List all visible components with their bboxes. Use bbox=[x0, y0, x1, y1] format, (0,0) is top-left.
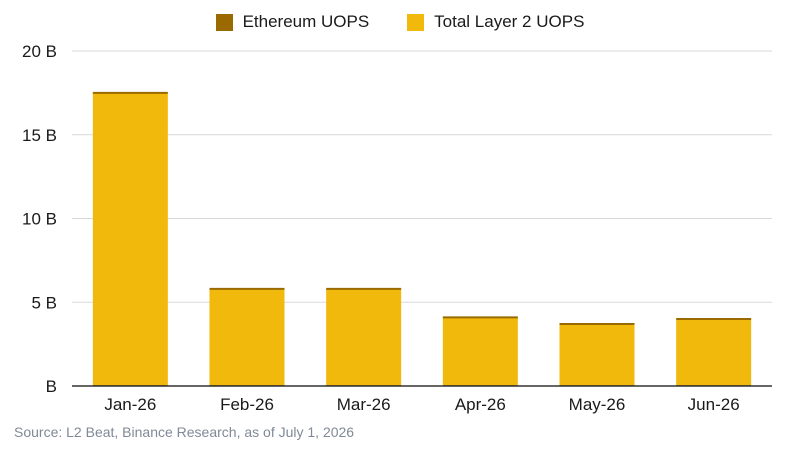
legend-swatch-total-layer-2-uops bbox=[407, 13, 425, 31]
bar-apr-26-total-layer-2-uops[interactable] bbox=[442, 317, 518, 385]
x-tick-label: Apr-26 bbox=[455, 395, 506, 414]
x-axis: Jan-26 Feb-26 Mar-26 Apr-26 May-26 Jun-26 bbox=[72, 385, 772, 414]
legend-item-total-layer-2-uops[interactable]: Total Layer 2 UOPS bbox=[407, 12, 584, 32]
gridlines bbox=[72, 50, 772, 303]
x-tick-label: Feb-26 bbox=[220, 395, 274, 414]
bars bbox=[92, 91, 752, 386]
legend-label-total-layer-2-uops: Total Layer 2 UOPS bbox=[434, 12, 585, 31]
bar-may-26-total-layer-2-uops[interactable] bbox=[559, 324, 635, 385]
x-tick-label: Jan-26 bbox=[104, 395, 156, 414]
legend-item-ethereum-uops[interactable]: Ethereum UOPS bbox=[215, 12, 370, 32]
legend-swatch-ethereum-uops bbox=[215, 13, 233, 31]
y-tick-label: 5 B bbox=[31, 293, 57, 312]
legend-label-ethereum-uops: Ethereum UOPS bbox=[242, 12, 370, 31]
y-tick-label: 20 B bbox=[22, 42, 57, 61]
bar-chart: B 5 B 10 B 15 B 20 B Jan-26 Feb-26 Mar-26 Apr-2… bbox=[22, 42, 772, 414]
source-note: Source: L2 Beat, Binance Research, as of… bbox=[14, 424, 355, 440]
x-tick-label: May-26 bbox=[569, 395, 626, 414]
bar-jan-26-total-layer-2-uops[interactable] bbox=[92, 92, 168, 385]
y-tick-label: 10 B bbox=[22, 210, 57, 229]
y-tick-label: 15 B bbox=[22, 126, 57, 145]
chart-legend: Ethereum UOPS Total Layer 2 UOPS bbox=[0, 12, 800, 32]
bar-mar-26-total-layer-2-uops[interactable] bbox=[326, 288, 402, 385]
bar-feb-26-total-layer-2-uops[interactable] bbox=[209, 288, 285, 385]
x-tick-label: Mar-26 bbox=[337, 395, 391, 414]
x-tick-label: Jun-26 bbox=[688, 395, 740, 414]
bar-jun-26-total-layer-2-uops[interactable] bbox=[676, 319, 752, 385]
y-axis: B 5 B 10 B 15 B 20 B bbox=[22, 42, 57, 396]
y-tick-label: B bbox=[46, 377, 57, 396]
